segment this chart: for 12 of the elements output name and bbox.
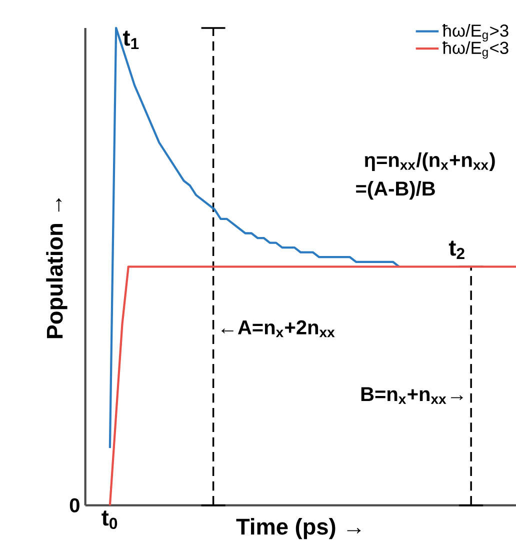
y-axis-title: Population →: [46, 198, 68, 338]
legend-label: ħω/E$_{g}$<3: [442, 41, 508, 59]
annotation: η=n$_{xx}$/(n$_{x}$+n$_{xx}$): [364, 152, 495, 171]
annotation: t$_{1}$: [122, 30, 139, 50]
annotation: ←A=n$_{x}$+2n$_{xx}$: [222, 320, 335, 338]
annotation: B=n$_{x}$+n$_{xx}$→: [361, 387, 463, 404]
annotation: =(A-B)/B: [356, 180, 435, 200]
x-axis-title: Time (ps) →: [236, 518, 361, 540]
text: 0: [70, 498, 80, 512]
text: t$_{0}$: [102, 510, 118, 530]
annotation: t$_{2}$: [448, 240, 464, 259]
legend-label: ħω/E$_{g}$>3: [442, 24, 508, 42]
